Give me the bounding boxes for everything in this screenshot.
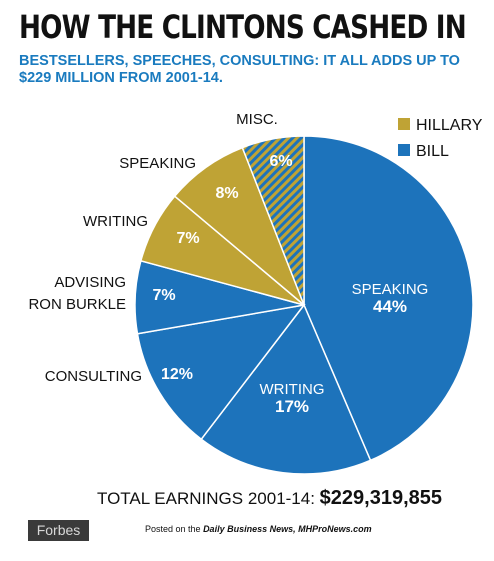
credit-emphasis: Daily Business News, MHProNews.com	[203, 524, 372, 534]
pie-slice-bill-speaking	[303, 135, 474, 462]
total-earnings: TOTAL EARNINGS 2001-14: $229,319,855	[97, 487, 442, 510]
slice-category-label: RON BURKLE	[28, 296, 126, 313]
pie-labels: SPEAKING44%WRITING17%12%CONSULTING7%ADVI…	[28, 111, 428, 416]
slice-value-label: 8%	[215, 185, 238, 202]
legend-swatch-bill	[398, 144, 410, 156]
subtitle-line-2: $229 MILLION FROM 2001-14.	[19, 70, 223, 86]
chart-subtitle: BESTSELLERS, SPEECHES, CONSULTING: IT AL…	[19, 53, 460, 87]
pie-slice-misc-misc-	[241, 135, 305, 306]
slice-category-label: ADVISING	[54, 274, 126, 291]
slice-category-label: MISC.	[236, 111, 278, 128]
credit-line: Posted on the Daily Business News, MHPro…	[145, 524, 372, 534]
total-earnings-label: TOTAL EARNINGS 2001-14:	[97, 489, 315, 508]
slice-value-label: 17%	[275, 397, 309, 416]
slice-category-label: SPEAKING	[119, 155, 196, 172]
slice-value-label: 12%	[161, 366, 193, 383]
forbes-logo: Forbes	[28, 520, 89, 541]
slice-value-label: 6%	[269, 153, 292, 170]
legend-swatch-hillary	[398, 118, 410, 130]
slice-value-label: 7%	[176, 230, 199, 247]
pie-slice-bill-consulting	[136, 303, 306, 441]
slice-name-label: SPEAKING	[352, 281, 429, 298]
slice-name-label: WRITING	[260, 381, 325, 398]
slice-category-label: CONSULTING	[45, 368, 142, 385]
total-earnings-value: $229,319,855	[319, 487, 443, 509]
pie-slice-bill-writing	[200, 303, 372, 475]
legend-label-bill: BILL	[416, 143, 449, 160]
pie-chart: SPEAKING44%WRITING17%12%CONSULTING7%ADVI…	[28, 111, 483, 475]
slice-category-label: WRITING	[83, 213, 148, 230]
subtitle-line-1: BESTSELLERS, SPEECHES, CONSULTING: IT AL…	[19, 53, 460, 69]
legend-label-hillary: HILLARY	[416, 117, 483, 134]
legend: HILLARY BILL	[398, 117, 483, 160]
chart-title: HOW THE CLINTONS CASHED IN	[19, 8, 467, 46]
pie-slices	[134, 135, 474, 475]
slice-value-label: 44%	[373, 297, 407, 316]
slice-value-label: 7%	[152, 287, 175, 304]
credit-prefix: Posted on the	[145, 524, 201, 534]
